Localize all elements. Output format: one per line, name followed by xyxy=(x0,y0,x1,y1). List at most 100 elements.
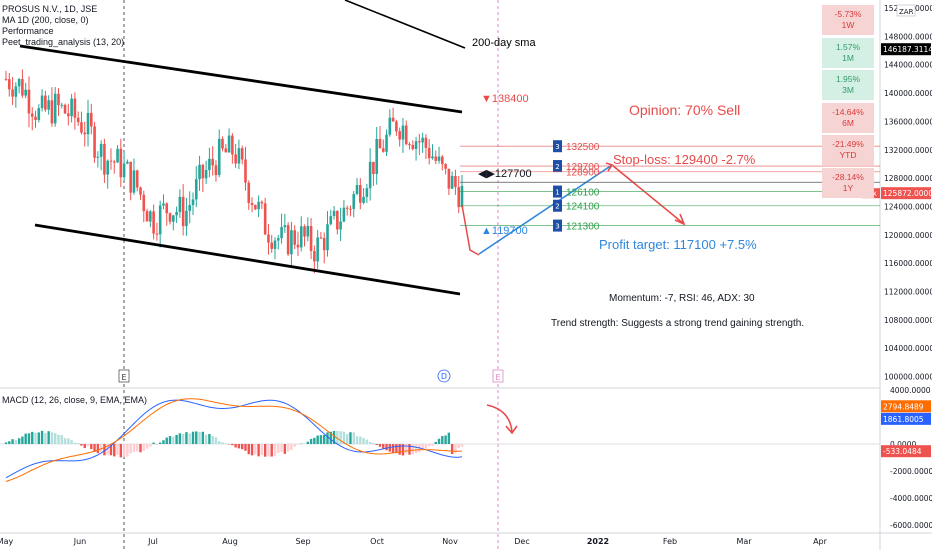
month-label: Feb xyxy=(663,537,677,546)
macd-histogram-bar xyxy=(158,442,162,444)
profit-target-label: Profit target: 117100 +7.5% xyxy=(599,237,757,252)
opinion-label: Opinion: 70% Sell xyxy=(629,102,740,118)
macd-histogram-bar xyxy=(136,444,139,452)
macd-histogram-bar xyxy=(90,444,93,450)
price-tick-label: 136000.0000 xyxy=(884,117,932,126)
candle-body xyxy=(122,163,126,178)
macd-histogram-bar xyxy=(441,436,444,444)
candle-body xyxy=(296,244,300,248)
candle-body xyxy=(93,126,96,158)
macd-line-tag: 1861.8005 xyxy=(883,415,924,424)
candle-body xyxy=(247,182,251,204)
macd-histogram-bar xyxy=(47,431,50,444)
macd-histogram-bar xyxy=(165,437,168,444)
candle-body xyxy=(162,203,165,206)
macd-histogram-bar xyxy=(411,444,414,455)
candle-body xyxy=(109,160,113,162)
candle-body xyxy=(290,230,293,255)
candle-body xyxy=(283,225,287,228)
macd-histogram-bar xyxy=(34,432,37,444)
performance-value: -5.73% xyxy=(834,9,862,19)
macd-histogram-bar xyxy=(349,432,352,444)
arrowhead xyxy=(674,213,686,226)
month-label: Dec xyxy=(514,537,529,546)
candle-body xyxy=(457,187,461,208)
macd-histogram-bar xyxy=(427,444,431,447)
candle-body xyxy=(421,137,424,143)
candle-body xyxy=(11,89,14,97)
macd-histogram-bar xyxy=(73,442,77,444)
price-tick-label: 140000.0000 xyxy=(884,89,932,98)
currency-badge: ZAR xyxy=(899,8,914,16)
candle-body xyxy=(316,237,319,262)
performance-period: 1W xyxy=(841,20,855,30)
performance-value: -14.64% xyxy=(832,106,864,117)
candle-body xyxy=(444,164,447,169)
month-label: Jun xyxy=(73,537,87,546)
month-label: Apr xyxy=(813,537,828,546)
candle-body xyxy=(221,138,224,149)
macd-histogram-bar xyxy=(224,443,227,444)
macd-tick-label: 4000.0000 xyxy=(890,386,931,395)
macd-histogram-bar xyxy=(54,433,57,444)
macd-legend[interactable]: MACD (12, 26, close, 9, EMA, EMA) xyxy=(2,395,148,405)
high-marker: ▼138400 xyxy=(481,93,529,105)
macd-histogram-bar xyxy=(31,431,34,444)
candle-body xyxy=(306,225,310,237)
macd-histogram-bar xyxy=(434,441,437,444)
macd-histogram-bar xyxy=(313,437,316,444)
macd-histogram-bar xyxy=(260,444,264,456)
macd-histogram-bar xyxy=(355,436,359,444)
macd-histogram-bar xyxy=(306,441,310,444)
sma-price-tag-bg xyxy=(881,43,931,56)
indicator-legend[interactable]: Peet_trading_analysis (13, 20) xyxy=(2,37,125,47)
macd-histogram-bar xyxy=(152,442,155,444)
candle-body xyxy=(142,194,146,212)
level-label: 121300 xyxy=(566,222,600,233)
candle-body xyxy=(34,116,37,121)
macd-histogram-bar xyxy=(237,444,241,449)
ma-legend[interactable]: MA 1D (200, close, 0) xyxy=(2,15,89,25)
sma-200-line xyxy=(344,0,466,49)
symbol-title[interactable]: PROSUS N.V., 1D, JSE xyxy=(2,4,98,14)
candle-body xyxy=(375,138,379,174)
candle-body xyxy=(309,225,313,252)
dividend-marker-circle xyxy=(437,369,451,383)
performance-cell: 1.57% 1M xyxy=(822,37,874,68)
performance-cell: -21.49% YTD xyxy=(822,135,874,165)
macd-histogram-bar xyxy=(309,438,313,444)
macd-histogram-bar xyxy=(208,434,211,444)
macd-histogram-bar xyxy=(80,444,83,446)
candle-body xyxy=(395,121,398,132)
target-arrow-blue xyxy=(478,164,613,255)
macd-histogram-bar xyxy=(185,432,188,444)
macd-histogram-bar xyxy=(286,444,290,452)
macd-histogram-bar xyxy=(195,431,198,444)
candle-body xyxy=(103,143,106,175)
performance-period: 1M xyxy=(842,52,854,63)
level-badge-number: 1 xyxy=(555,189,559,197)
candle-body xyxy=(441,156,444,165)
macd-tick-label: -4000.0000 xyxy=(890,494,932,503)
macd-histogram-bar xyxy=(126,444,129,457)
trend-drawings xyxy=(19,0,686,435)
candle-body xyxy=(381,148,385,152)
macd-histogram-bar xyxy=(290,444,293,451)
macd-line xyxy=(5,399,463,479)
macd-histogram-bar xyxy=(27,433,31,444)
performance-value: 1.57% xyxy=(835,41,861,52)
performance-legend[interactable]: Performance xyxy=(2,26,54,36)
macd-histogram-bar xyxy=(149,444,152,447)
performance-period: 6M xyxy=(842,117,854,128)
current-price-marker: ◀▶127700 xyxy=(478,168,532,180)
candle-body xyxy=(408,144,411,146)
macd-histogram-bar xyxy=(450,444,454,455)
down-arrow xyxy=(461,204,480,256)
macd-histogram-bar xyxy=(362,437,365,444)
macd-histogram-bar xyxy=(401,444,405,456)
macd-histogram-bar xyxy=(109,444,113,456)
macd-histogram-bar xyxy=(132,444,136,452)
performance-period: 1Y xyxy=(842,182,854,193)
month-label: May xyxy=(0,537,14,546)
